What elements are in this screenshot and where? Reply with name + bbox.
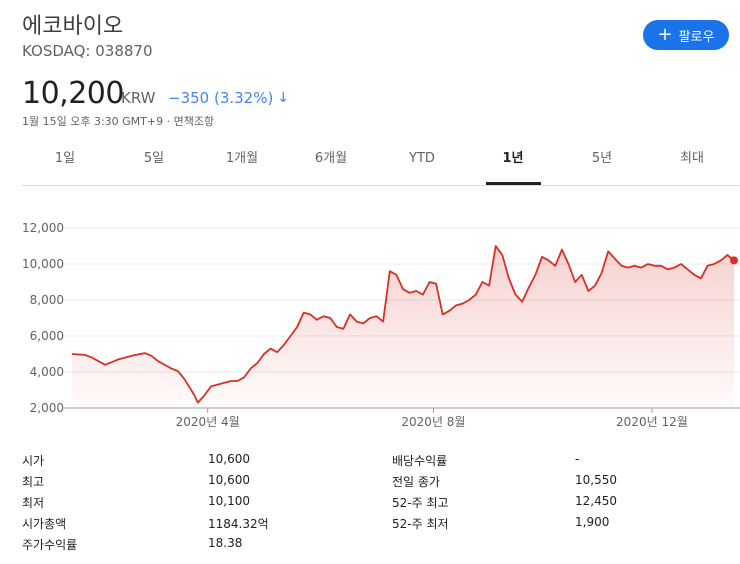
plus-icon: + (657, 23, 673, 45)
tab-5d[interactable]: 5일 (143, 151, 165, 166)
y-tick-label: 2,000 (30, 401, 64, 415)
arrow-down-icon: ↓ (277, 90, 290, 106)
stat-label: 시가총액 (22, 517, 67, 531)
quote-timestamp: 1월 15일 오후 3:30 GMT+9 · 면책조항 (22, 115, 215, 128)
company-name: 에코바이오 (22, 14, 124, 39)
stat-row-mkt-cap: 시가총액 1184.32억 (22, 515, 722, 535)
y-tick-label: 6,000 (30, 329, 64, 343)
stat-label: 최고 (22, 475, 45, 489)
stat-value: 10,600 (208, 473, 250, 487)
stat-row-low: 최저 10,100 (22, 494, 722, 514)
ticker-symbol: KOSDAQ: 038870 (22, 42, 153, 60)
tab-1d[interactable]: 1일 (54, 151, 76, 166)
stat-value: 18.38 (208, 536, 243, 550)
stat-label: 전일 종가 (392, 475, 440, 489)
tab-1m[interactable]: 1개월 (225, 151, 259, 166)
y-tick-label: 8,000 (30, 293, 64, 307)
stat-value: 10,600 (208, 452, 250, 466)
divider (22, 185, 740, 186)
stat-value: 1184.32억 (208, 517, 269, 531)
stat-label: 시가 (22, 454, 45, 468)
range-tabs: 1일 5일 1개월 6개월 YTD 1년 5년 최대 (0, 140, 740, 186)
price-chart[interactable]: 2,000 4,000 6,000 8,000 10,000 12,000 2020년 4… (0, 210, 740, 442)
tab-6m[interactable]: 6개월 (314, 151, 348, 166)
stat-label: 52-주 최저 (392, 517, 449, 531)
x-tick-label: 2020년 8월 (401, 415, 465, 429)
tab-5y[interactable]: 5년 (591, 151, 613, 166)
x-tick-label: 2020년 4월 (176, 415, 240, 429)
stat-row-high: 최고 10,600 (22, 473, 722, 493)
current-price: 10,200 (22, 76, 124, 111)
stat-label: 주가수익률 (22, 538, 78, 552)
stat-row-pe: 주가수익률 18.38 (22, 536, 722, 556)
stat-row-prev-close: 전일 종가 10,550 (22, 473, 722, 493)
tab-1y[interactable]: 1년 (502, 151, 524, 166)
price-change: −350 (3.32%) ↓ (168, 89, 289, 107)
currency: KRW (121, 89, 156, 107)
tab-max[interactable]: 최대 (680, 151, 704, 166)
stat-value: 1,900 (575, 515, 610, 529)
tab-ytd[interactable]: YTD (409, 151, 435, 166)
follow-label: 팔로우 (678, 29, 715, 45)
active-tab-indicator (486, 182, 541, 185)
stat-label: 최저 (22, 496, 45, 510)
price-line (71, 245, 735, 404)
stat-value: 10,550 (575, 473, 617, 487)
stat-row-open: 시가 10,600 (22, 452, 722, 472)
stat-row-52w-high: 52-주 최고 12,450 (22, 494, 722, 514)
x-tick-label: 2020년 12월 (616, 415, 688, 429)
stat-value: 12,450 (575, 494, 617, 508)
stat-row-52w-low: 52-주 최저 1,900 (22, 515, 722, 535)
y-tick-label: 4,000 (30, 365, 64, 379)
stat-row-div-yield: 배당수익률 - (22, 452, 722, 472)
y-tick-label: 12,000 (22, 221, 64, 235)
last-price-point (730, 256, 738, 265)
follow-button[interactable]: + 팔로우 (643, 20, 729, 50)
stat-value: 10,100 (208, 494, 250, 508)
price-change-value: −350 (3.32%) (168, 89, 274, 107)
price-area (72, 246, 734, 408)
stat-label: 배당수익률 (392, 454, 448, 468)
y-tick-label: 10,000 (22, 257, 64, 271)
stat-value: - (575, 452, 580, 466)
stat-label: 52-주 최고 (392, 496, 449, 510)
